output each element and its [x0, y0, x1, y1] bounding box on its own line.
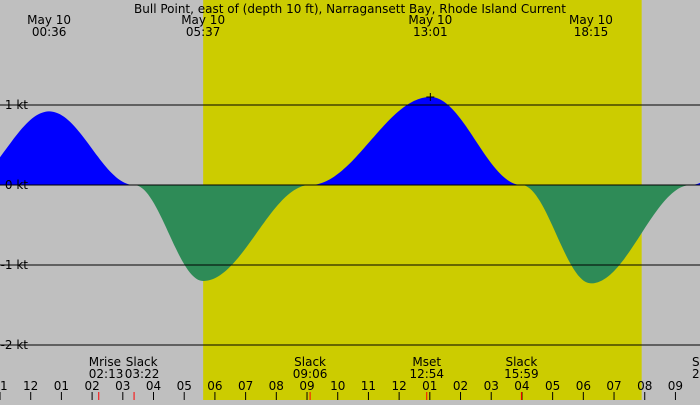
- hour-tick-label: 12: [23, 379, 38, 393]
- date-label: May 10: [569, 13, 613, 27]
- hour-tick-label: 06: [207, 379, 222, 393]
- mrise-time: 02:13: [89, 367, 124, 381]
- cut-event-label: S: [692, 355, 700, 369]
- hour-tick-label: 01: [422, 379, 437, 393]
- hour-tick-label: 07: [606, 379, 621, 393]
- y-tick-label: 0 kt: [5, 178, 28, 192]
- slack-3-label: Slack: [505, 355, 537, 369]
- moonset-label: Mset: [412, 355, 441, 369]
- label-layer: Bull Point, east of (depth 10 ft), Narra…: [0, 2, 700, 393]
- hour-tick-label: 10: [330, 379, 345, 393]
- moonset-time: 12:54: [409, 367, 444, 381]
- date-label: May 10: [408, 13, 452, 27]
- slack-label: Slack: [126, 355, 158, 369]
- hour-tick-label: 09: [668, 379, 683, 393]
- date-time-label: 13:01: [413, 25, 448, 39]
- date-label: May 10: [27, 13, 71, 27]
- slack-2-time: 09:06: [293, 367, 328, 381]
- chart-title: Bull Point, east of (depth 10 ft), Narra…: [134, 2, 566, 16]
- hour-tick-label: 02: [84, 379, 99, 393]
- y-tick-label: 1 kt: [5, 98, 28, 112]
- hour-tick-label: 05: [545, 379, 560, 393]
- date-time-label: 05:37: [186, 25, 221, 39]
- hour-tick-label: 03: [115, 379, 130, 393]
- y-tick-label: -1 kt: [1, 258, 29, 272]
- hour-tick-label: 02: [453, 379, 468, 393]
- gridline-layer: [0, 93, 700, 400]
- ebb-area: [0, 185, 700, 284]
- current-area-layer: [0, 97, 700, 284]
- hour-tick-label: 01: [54, 379, 69, 393]
- hour-tick-label: 03: [484, 379, 499, 393]
- mrise-label: Mrise: [89, 355, 121, 369]
- hour-tick-label: 05: [177, 379, 192, 393]
- y-tick-label: -2 kt: [1, 338, 29, 352]
- hour-tick-label: 06: [576, 379, 591, 393]
- cut-event-time: 2: [692, 367, 700, 381]
- slack-time: 03:22: [125, 367, 160, 381]
- hour-tick-label: 04: [514, 379, 529, 393]
- slack-2-label: Slack: [294, 355, 326, 369]
- hour-tick-label: 11: [361, 379, 376, 393]
- date-time-label: 00:36: [32, 25, 67, 39]
- hour-tick-label: 08: [269, 379, 284, 393]
- hour-tick-label: 09: [299, 379, 314, 393]
- date-label: May 10: [181, 13, 225, 27]
- hour-tick-label: 08: [637, 379, 652, 393]
- hour-tick-label: 07: [238, 379, 253, 393]
- hour-tick-label: 11: [0, 379, 8, 393]
- date-time-label: 18:15: [574, 25, 609, 39]
- hour-tick-label: 04: [146, 379, 161, 393]
- slack-3-time: 15:59: [504, 367, 539, 381]
- flood-area: [0, 97, 700, 185]
- hour-tick-label: 12: [391, 379, 406, 393]
